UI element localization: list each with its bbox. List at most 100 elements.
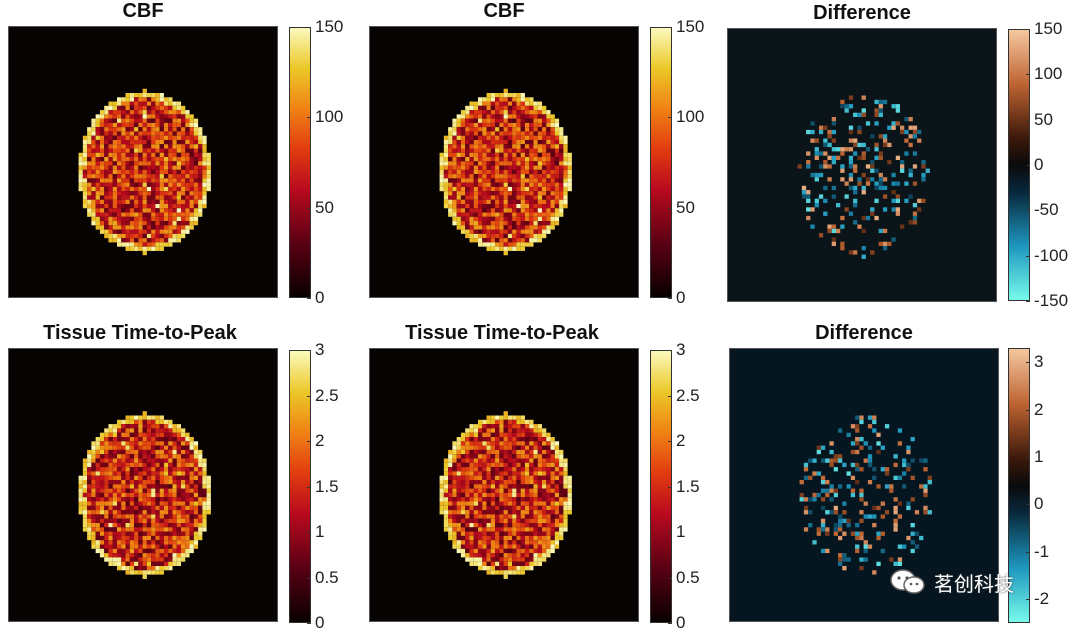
heatmap-cell: [820, 518, 826, 523]
heatmap-cell: [116, 531, 122, 536]
heatmap-cell: [533, 535, 538, 541]
heatmap-cell: [452, 497, 457, 502]
heatmap-cell: [193, 152, 199, 158]
heatmap-cell: [129, 216, 135, 222]
heatmap-cell: [168, 501, 173, 506]
heatmap-cell: [168, 531, 173, 536]
heatmap-cell: [524, 225, 530, 230]
heatmap-cell: [477, 212, 483, 217]
heatmap-cell: [554, 475, 560, 480]
heatmap-cell: [460, 471, 466, 476]
heatmap-cell: [168, 208, 173, 213]
heatmap-cell: [108, 127, 113, 132]
heatmap-cell: [546, 449, 551, 455]
heatmap-cell: [443, 492, 449, 498]
heatmap-cell: [460, 157, 466, 162]
heatmap-cell: [95, 139, 100, 145]
heatmap-cell: [542, 229, 547, 234]
heatmap-cell: [818, 194, 824, 199]
heatmap-cell: [516, 110, 521, 115]
heatmap-cell: [859, 419, 864, 425]
heatmap-cell: [193, 182, 199, 187]
heatmap-cell: [99, 212, 105, 217]
heatmap-cell: [904, 181, 909, 186]
heatmap-cell: [155, 419, 160, 425]
heatmap-cell: [155, 208, 160, 213]
heatmap-cell: [206, 475, 211, 480]
heatmap-cell: [146, 441, 152, 446]
heatmap-cell: [82, 135, 88, 140]
heatmap-cell: [121, 492, 126, 498]
heatmap-cell: [529, 488, 534, 493]
heatmap-cell: [520, 475, 525, 480]
heatmap-cell: [452, 203, 457, 209]
heatmap-cell: [146, 139, 152, 145]
heatmap-cell: [172, 157, 177, 162]
heatmap-cell: [503, 246, 508, 251]
heatmap-cell: [529, 548, 534, 554]
heatmap-cell: [151, 110, 156, 115]
heatmap-cell: [95, 445, 100, 450]
heatmap-cell: [529, 527, 534, 532]
heatmap-cell: [460, 540, 466, 545]
heatmap-cell: [546, 540, 551, 545]
heatmap-cell: [168, 492, 173, 498]
heatmap-cell: [108, 195, 113, 200]
heatmap-cell: [853, 142, 858, 148]
heatmap-cell: [87, 144, 92, 149]
heatmap-cell: [473, 105, 478, 111]
heatmap-cell: [193, 510, 199, 515]
heatmap-cell: [554, 135, 560, 140]
colorbar-tick-label: 3: [1034, 352, 1044, 372]
heatmap-cell: [99, 135, 105, 140]
heatmap-cell: [112, 101, 117, 106]
heatmap-cell: [499, 415, 504, 420]
heatmap-cell: [456, 182, 461, 187]
heatmap-cell: [490, 544, 496, 549]
colorbar-tick-label: 50: [315, 197, 334, 217]
heatmap-cell: [917, 138, 922, 143]
heatmap-cell: [95, 186, 100, 192]
heatmap-cell: [503, 152, 508, 158]
heatmap-cell: [176, 152, 182, 158]
heatmap-cell: [863, 458, 868, 463]
heatmap-cell: [469, 182, 474, 187]
colorbar-tick-label: 2: [315, 431, 325, 450]
heatmap-cell: [112, 186, 117, 192]
heatmap-cell: [554, 535, 560, 541]
heatmap-cell: [155, 101, 160, 106]
heatmap-cell: [512, 445, 517, 450]
heatmap-cell: [198, 195, 203, 200]
heatmap-cell: [121, 540, 126, 545]
heatmap-cell: [921, 164, 926, 169]
heatmap-cell: [121, 114, 126, 119]
heatmap-cell: [554, 458, 560, 463]
heatmap-cell: [155, 105, 160, 111]
heatmap-cell: [908, 134, 913, 139]
heatmap-cell: [495, 225, 500, 230]
heatmap-cell: [486, 428, 491, 433]
heatmap-cell: [138, 199, 143, 204]
heatmap-cell: [104, 497, 109, 502]
heatmap-cell: [524, 488, 530, 493]
heatmap-cell: [559, 501, 564, 506]
heatmap-cell: [469, 233, 474, 239]
heatmap-cell: [112, 535, 117, 541]
heatmap-cell: [486, 480, 491, 485]
heatmap-cell: [537, 462, 543, 468]
heatmap-cell: [507, 238, 513, 243]
heatmap-cell: [520, 566, 525, 571]
heatmap-cell: [151, 475, 156, 480]
heatmap-cell: [490, 229, 496, 234]
heatmap-cell: [108, 199, 113, 204]
heatmap-cell: [104, 501, 109, 506]
heatmap-cell: [855, 467, 860, 472]
heatmap-cell: [499, 531, 504, 536]
heatmap-cell: [512, 458, 517, 463]
heatmap-cell: [499, 238, 504, 243]
heatmap-cell: [112, 441, 117, 446]
heatmap-cell: [112, 557, 117, 562]
heatmap-cell: [469, 139, 474, 145]
heatmap-cell: [469, 557, 474, 562]
heatmap-cell: [567, 174, 572, 179]
